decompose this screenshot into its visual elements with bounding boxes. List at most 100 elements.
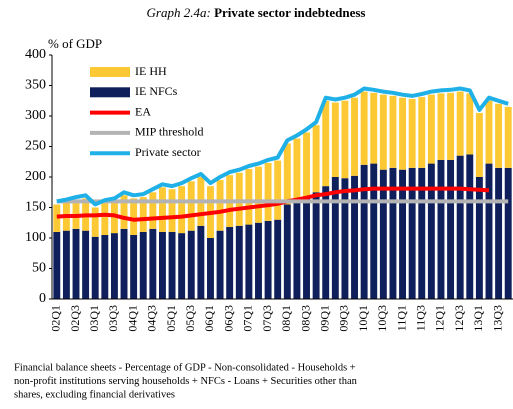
bar — [130, 198, 138, 235]
bar — [274, 160, 282, 220]
x-tick-label: 12Q3 — [452, 305, 466, 332]
bar — [379, 94, 387, 170]
x-tick-label: 11Q3 — [414, 305, 428, 331]
legend-label: IE NFCs — [135, 84, 178, 98]
x-tick-label: 03Q3 — [106, 305, 120, 332]
x-tick-label: 09Q3 — [337, 305, 351, 332]
bar — [235, 172, 243, 226]
bar — [283, 204, 291, 299]
bar — [322, 100, 330, 187]
bar — [475, 112, 483, 177]
bar — [312, 125, 320, 193]
bar — [418, 167, 426, 299]
footnote: Financial balance sheets - Percentage of… — [14, 362, 356, 373]
bar — [466, 154, 474, 299]
bar — [447, 92, 455, 160]
bar — [351, 175, 358, 299]
legend-label: MIP threshold — [135, 125, 204, 139]
bar — [322, 186, 330, 299]
x-tick-label: 07Q3 — [260, 305, 274, 332]
bar — [226, 227, 234, 299]
x-tick-label: 03Q1 — [87, 305, 101, 332]
x-tick-label: 10Q1 — [356, 305, 370, 332]
bar — [178, 233, 186, 299]
bar — [408, 98, 416, 168]
bar — [149, 192, 157, 229]
bar — [427, 163, 435, 299]
bar — [293, 201, 301, 299]
bar — [408, 167, 416, 299]
bar — [72, 228, 80, 299]
bar — [187, 181, 195, 231]
x-tick-label: 13Q3 — [490, 305, 504, 332]
y-tick-label: 250 — [25, 139, 46, 154]
x-tick-label: 12Q1 — [433, 305, 447, 332]
footnote: non-profit institutions serving househol… — [14, 376, 358, 387]
bar — [293, 138, 301, 202]
y-tick-label: 150 — [25, 200, 46, 215]
legend-label: IE HH — [135, 64, 167, 78]
bar — [274, 219, 282, 299]
legend-swatch — [90, 67, 130, 77]
bar — [370, 163, 378, 299]
legend-label: Private sector — [135, 145, 201, 159]
line-series — [56, 86, 509, 207]
y-tick-label: 300 — [25, 108, 46, 123]
x-tick-label: 02Q1 — [49, 305, 63, 332]
bar — [178, 186, 186, 234]
x-tick-label: 07Q1 — [241, 305, 255, 332]
legend-label: EA — [135, 104, 151, 118]
bar — [53, 231, 61, 299]
bar — [187, 230, 195, 299]
bar — [168, 189, 176, 232]
bar — [379, 169, 387, 299]
bar — [255, 166, 262, 223]
bar — [168, 231, 176, 299]
x-tick-label: 04Q3 — [145, 305, 159, 332]
bar — [130, 234, 138, 299]
bar — [53, 204, 61, 232]
bar — [149, 228, 157, 299]
y-tick-label: 0 — [39, 291, 46, 306]
bar — [475, 177, 483, 299]
bar — [360, 91, 368, 165]
bar — [485, 100, 493, 164]
x-tick-label: 05Q1 — [164, 305, 178, 332]
y-tick-label: 200 — [25, 169, 46, 184]
bar — [139, 231, 147, 299]
bar — [495, 167, 503, 299]
bar — [62, 230, 70, 299]
bar — [264, 220, 272, 299]
bar — [360, 164, 368, 299]
x-tick-label: 06Q3 — [221, 305, 235, 332]
bar — [456, 155, 464, 299]
y-tick-label: 100 — [25, 230, 46, 245]
bar — [264, 162, 272, 221]
chart-title: Graph 2.4a: Private sector indebtedness — [147, 5, 366, 20]
x-tick-label: 05Q3 — [183, 305, 197, 332]
bar — [139, 197, 147, 232]
bar — [312, 192, 320, 299]
x-tick-label: 10Q3 — [375, 305, 389, 332]
bar — [427, 94, 435, 164]
bar — [466, 93, 474, 155]
title-text: Private sector indebtedness — [214, 5, 365, 20]
bar — [351, 97, 358, 176]
bar — [120, 195, 128, 229]
x-tick-label: 08Q1 — [279, 305, 293, 332]
bar — [245, 169, 253, 225]
bar — [158, 231, 166, 299]
bar — [504, 167, 512, 299]
bar — [91, 236, 99, 299]
bar — [418, 97, 426, 168]
bar — [437, 93, 445, 160]
bar — [399, 97, 407, 170]
bar — [245, 224, 253, 299]
bar — [216, 180, 224, 231]
bar — [456, 91, 464, 156]
bar — [399, 169, 407, 299]
bar — [331, 177, 339, 299]
bar — [101, 203, 109, 235]
x-tick-label: 11Q1 — [394, 305, 408, 331]
